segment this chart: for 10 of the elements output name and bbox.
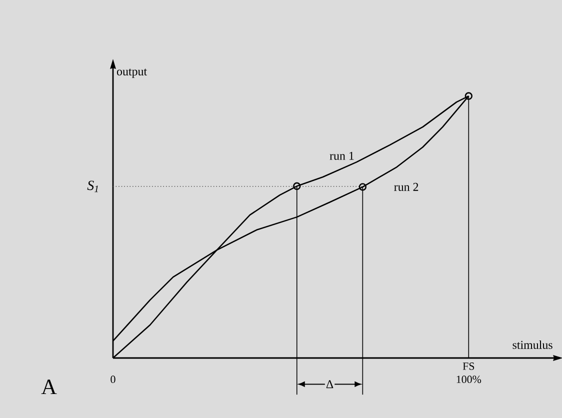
x-tick-label: 100%: [456, 376, 482, 384]
text: FS: [462, 362, 474, 370]
series-label: run 2: [394, 182, 418, 191]
text: A: [41, 380, 57, 394]
y-axis-title: output: [116, 68, 148, 78]
x-tick-label: 0: [110, 376, 116, 384]
series-label: run 1: [330, 152, 354, 160]
x-axis-title: stimulus: [512, 340, 552, 349]
text: Δ: [326, 380, 334, 388]
ref-line-label: S$_{1}$: [87, 180, 98, 192]
